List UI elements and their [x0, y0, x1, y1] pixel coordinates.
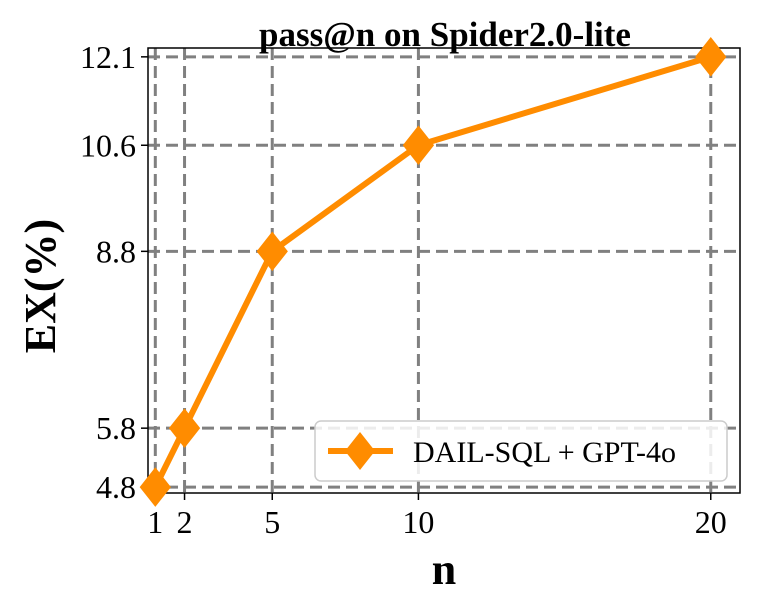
x-tick-label: 5 — [264, 504, 280, 540]
y-tick-label: 5.8 — [96, 410, 136, 446]
axes: 1 2 5 10 20 4.8 5.8 8.8 10.6 12.1 — [80, 39, 741, 540]
legend-diamond-marker — [345, 432, 375, 470]
y-axis-label: EX(%) — [16, 219, 65, 353]
data-point-diamond — [168, 408, 201, 448]
data-point-diamond — [402, 125, 435, 166]
y-tick-label: 4.8 — [96, 469, 136, 505]
data-point-diamond — [256, 231, 288, 272]
legend-label: DAIL-SQL + GPT-4o — [413, 436, 676, 469]
series-group — [139, 37, 727, 507]
y-tick-label: 8.8 — [96, 233, 136, 269]
data-point-diamond — [139, 467, 171, 507]
x-axis-label: n — [432, 545, 456, 593]
y-tick-label: 12.1 — [80, 39, 136, 75]
x-tick-label: 10 — [402, 504, 434, 540]
x-tick-label: 20 — [695, 504, 727, 540]
legend-box — [314, 420, 728, 482]
y-tick-label: 10.6 — [80, 127, 136, 163]
x-tick-label: 2 — [177, 504, 193, 540]
x-tick-label: 1 — [147, 504, 163, 540]
data-point-diamond — [695, 37, 727, 77]
legend: DAIL-SQL + GPT-4o — [314, 420, 728, 482]
plot-frame — [147, 47, 741, 494]
